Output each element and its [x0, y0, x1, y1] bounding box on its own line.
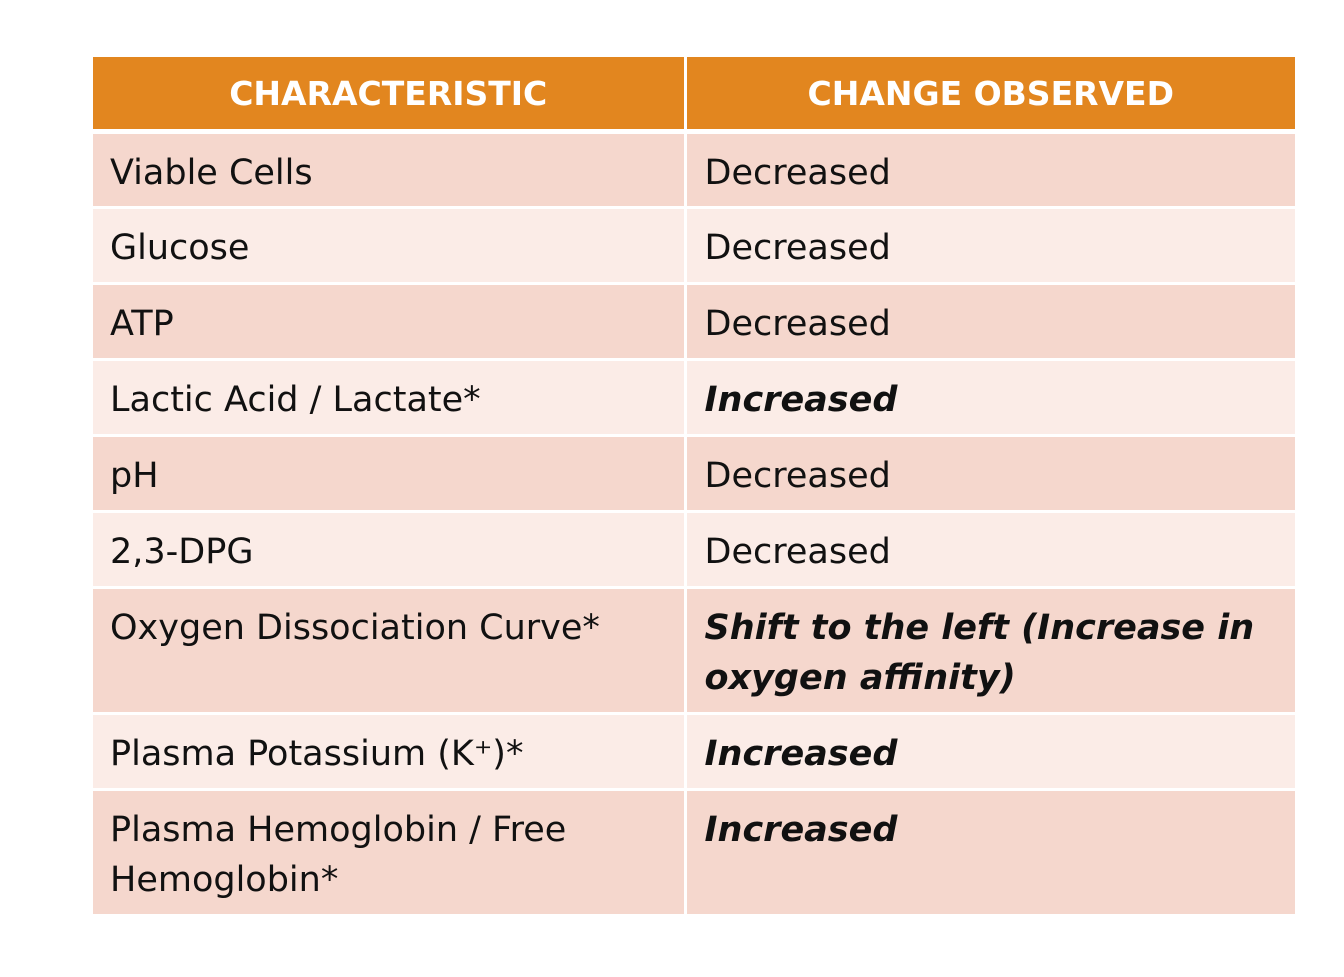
- characteristic-cell: Oxygen Dissociation Curve*: [93, 587, 687, 715]
- column-header-characteristic: CHARACTERISTIC: [93, 57, 687, 134]
- table-row: Oxygen Dissociation Curve* Shift to the …: [93, 587, 1295, 715]
- change-cell-emphasized: Shift to the left (Increase in oxygen af…: [685, 587, 1295, 715]
- storage-lesion-table-container: CHARACTERISTIC CHANGE OBSERVED Viable Ce…: [93, 57, 1295, 917]
- column-header-change-observed: CHANGE OBSERVED: [685, 57, 1295, 134]
- table-row: Lactic Acid / Lactate* Increased: [93, 359, 1295, 437]
- change-cell: Decreased: [685, 283, 1295, 361]
- table-header-row: CHARACTERISTIC CHANGE OBSERVED: [93, 57, 1295, 134]
- characteristic-cell: ATP: [93, 283, 687, 361]
- table-row: Glucose Decreased: [93, 207, 1295, 285]
- characteristic-cell: pH: [93, 435, 687, 513]
- table-row: Plasma Hemoglobin / Free Hemoglobin* Inc…: [93, 789, 1295, 917]
- characteristic-cell: Plasma Hemoglobin / Free Hemoglobin*: [93, 789, 687, 917]
- characteristic-cell: 2,3-DPG: [93, 511, 687, 589]
- change-cell: Decreased: [685, 131, 1295, 209]
- change-cell: Decreased: [685, 511, 1295, 589]
- change-cell: Decreased: [685, 207, 1295, 285]
- change-cell-emphasized: Increased: [685, 713, 1295, 791]
- table-row: Plasma Potassium (K⁺)* Increased: [93, 713, 1295, 791]
- storage-lesion-table: CHARACTERISTIC CHANGE OBSERVED Viable Ce…: [93, 57, 1295, 917]
- table-row: 2,3-DPG Decreased: [93, 511, 1295, 589]
- table-row: ATP Decreased: [93, 283, 1295, 361]
- table-row: Viable Cells Decreased: [93, 131, 1295, 209]
- table-row: pH Decreased: [93, 435, 1295, 513]
- characteristic-cell: Lactic Acid / Lactate*: [93, 359, 687, 437]
- characteristic-cell: Glucose: [93, 207, 687, 285]
- change-cell: Decreased: [685, 435, 1295, 513]
- change-cell-emphasized: Increased: [685, 359, 1295, 437]
- characteristic-cell: Plasma Potassium (K⁺)*: [93, 713, 687, 791]
- change-cell-emphasized: Increased: [685, 789, 1295, 917]
- characteristic-cell: Viable Cells: [93, 131, 687, 209]
